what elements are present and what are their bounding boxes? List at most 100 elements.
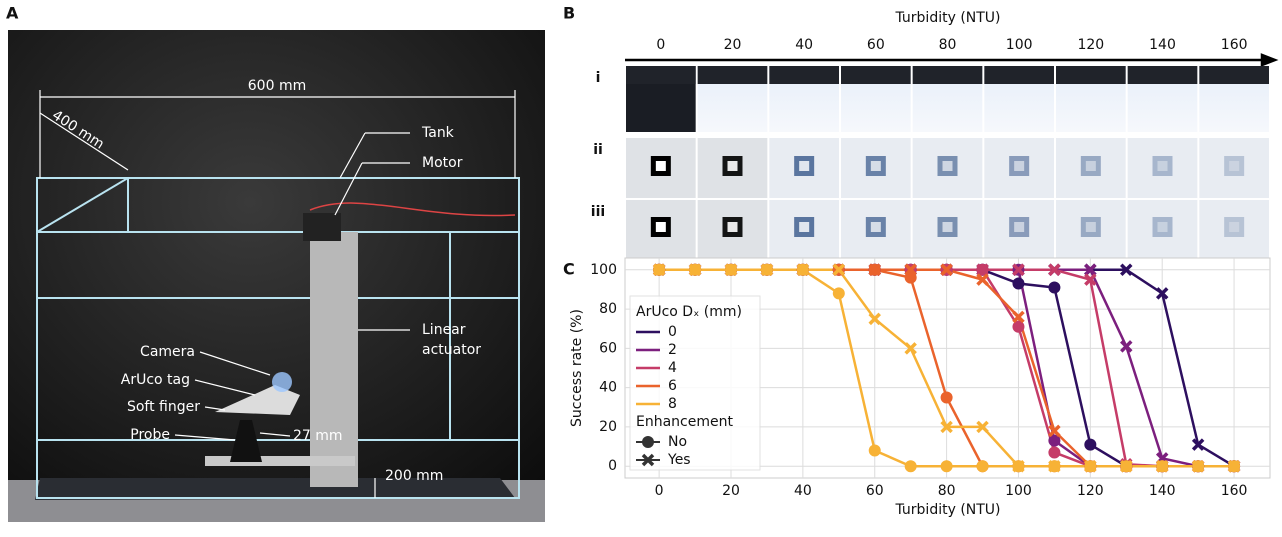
- y-tick-label: 60: [599, 340, 617, 356]
- tag-image: [1152, 156, 1173, 176]
- y-axis-label: Success rate (%): [569, 309, 585, 427]
- marker: [1120, 263, 1133, 277]
- tag-inner: [1157, 161, 1168, 171]
- finger: [215, 385, 300, 415]
- b-tick-label: 80: [939, 37, 957, 53]
- marker: [976, 273, 989, 286]
- x-tick-label: 60: [866, 483, 884, 499]
- tag-inner: [1085, 222, 1096, 232]
- probe: [230, 420, 262, 462]
- legend-label: 6: [668, 378, 677, 394]
- marker: [1227, 459, 1241, 473]
- image-strip: [984, 66, 1054, 84]
- marker: [868, 312, 881, 326]
- marker: [940, 391, 953, 404]
- tag-inner: [1157, 222, 1168, 232]
- tag-image: [1152, 217, 1173, 237]
- marker: [1048, 434, 1061, 447]
- image-strip: [912, 66, 983, 84]
- marker: [1048, 263, 1061, 277]
- b-tick-label: 0: [656, 37, 665, 53]
- x-tick-label: 20: [722, 483, 740, 499]
- motor: [303, 213, 341, 241]
- marker: [642, 436, 654, 448]
- tag-inner: [870, 222, 881, 232]
- marker: [1084, 438, 1097, 451]
- label-actuator: Linear: [422, 322, 466, 338]
- label-gap: 27 mm: [293, 428, 343, 444]
- tag-inner: [727, 161, 738, 171]
- annotation-lines: [39, 90, 516, 498]
- x-tick-label: 80: [938, 483, 956, 499]
- marker: [724, 263, 738, 277]
- panel-letter: A: [6, 4, 19, 23]
- marker: [652, 263, 666, 277]
- image-strip: [1199, 66, 1269, 84]
- mat: [35, 478, 515, 500]
- b-tick-label: 160: [1221, 37, 1248, 53]
- cable: [309, 202, 516, 217]
- marker: [904, 460, 917, 473]
- label-finger: Soft finger: [127, 399, 200, 415]
- row-label: ii: [593, 142, 603, 158]
- image-cell: [1127, 138, 1198, 198]
- y-tick-label: 40: [599, 380, 617, 396]
- b-tick-label: 120: [1077, 37, 1104, 53]
- b-axis-label: Turbidity (NTU): [894, 10, 1000, 26]
- image-cell: [1127, 200, 1198, 258]
- marker: [976, 460, 989, 473]
- photo-background: [8, 30, 545, 522]
- label-actuator: actuator: [422, 342, 481, 358]
- tag-inner: [1229, 222, 1240, 232]
- image-strip: [1056, 66, 1126, 84]
- marker: [940, 460, 953, 473]
- x-tick-label: 40: [794, 483, 812, 499]
- label-height: 200 mm: [385, 468, 443, 484]
- marker: [1084, 273, 1097, 286]
- tank: [36, 177, 520, 499]
- y-tick-label: 80: [599, 301, 617, 317]
- row-label: i: [596, 70, 601, 86]
- x-tick-label: 160: [1221, 483, 1248, 499]
- tag-image: [1080, 217, 1101, 237]
- image-strip: [841, 66, 911, 84]
- tag-inner: [1014, 161, 1025, 171]
- marker: [1012, 320, 1025, 333]
- marker: [904, 342, 917, 355]
- marker: [796, 263, 810, 277]
- tag-inner: [727, 222, 738, 232]
- marker: [940, 263, 953, 277]
- marker: [868, 444, 881, 457]
- marker: [688, 263, 702, 277]
- marker: [1012, 459, 1025, 473]
- x-tick-label: 100: [1005, 483, 1032, 499]
- marker: [1084, 459, 1097, 473]
- image-cell: [1199, 138, 1269, 198]
- image-strip: [1127, 66, 1198, 84]
- x-tick-label: 0: [655, 483, 664, 499]
- row-label: iii: [591, 204, 605, 220]
- y-tick-label: 100: [590, 262, 617, 278]
- camera-light: [272, 372, 292, 392]
- marker: [904, 263, 917, 277]
- marker: [760, 263, 774, 277]
- marker: [832, 263, 846, 277]
- photo: [8, 30, 545, 522]
- actuator: [310, 232, 358, 487]
- tag-image: [1224, 217, 1245, 237]
- legend-label: 8: [668, 396, 677, 412]
- marker: [1155, 459, 1169, 473]
- b-axis-arrow: [625, 53, 1279, 67]
- tag-inner: [942, 161, 953, 171]
- legend-label: 2: [668, 342, 677, 358]
- marker: [1012, 277, 1025, 290]
- marker: [1084, 263, 1097, 277]
- marker: [868, 263, 881, 277]
- tag-inner: [655, 222, 666, 232]
- y-tick-label: 0: [608, 458, 617, 474]
- marker: [976, 420, 989, 434]
- tag-inner: [942, 222, 953, 232]
- marker: [1048, 424, 1061, 438]
- label-probe: Probe: [130, 427, 170, 443]
